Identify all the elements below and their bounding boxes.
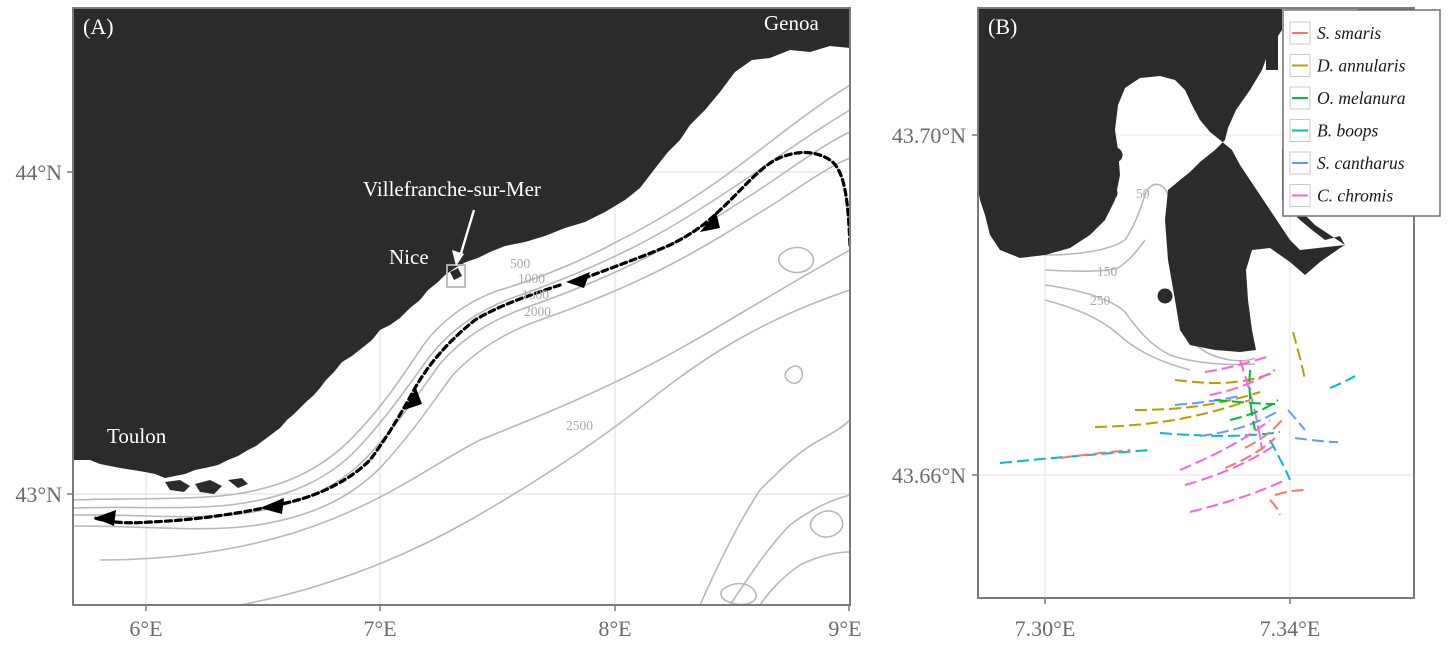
track-s-smaris	[1244, 419, 1283, 449]
panel-b-axis-ticks	[972, 134, 1291, 604]
isobath-label-2500: 2500	[566, 418, 593, 433]
route-arrow	[260, 498, 284, 514]
place-label-villefranche: Villefranche-sur-Mer	[363, 177, 541, 201]
track-s-cantharus	[1287, 409, 1306, 431]
route-arrow	[566, 272, 590, 288]
panel-a-x-tick: 9°E	[828, 616, 861, 641]
legend-label: S. cantharus	[1317, 153, 1405, 173]
site-marker	[1157, 288, 1173, 304]
track-s-smaris	[1269, 499, 1281, 516]
track-c-chromis	[1189, 479, 1286, 513]
panel-a-land	[73, 8, 850, 478]
track-b-boops	[1329, 375, 1356, 389]
isobath-label-50: 50	[1136, 186, 1150, 201]
panel-b-legend: S. smaris D. annularis O. melanura B. boops…	[1282, 9, 1441, 217]
track-c-chromis	[1204, 355, 1271, 373]
panel-a-x-tick: 6°E	[129, 616, 162, 641]
track-c-chromis	[1209, 369, 1276, 396]
isobath-label-250: 250	[1090, 293, 1111, 308]
track-b-boops	[999, 449, 1151, 464]
isobath-label-500: 500	[510, 256, 531, 271]
place-label-toulon: Toulon	[107, 424, 167, 448]
panel-a-route	[93, 150, 850, 525]
panel-a-x-tick: 8°E	[598, 616, 631, 641]
place-label-nice: Nice	[389, 245, 429, 269]
site-marker	[1107, 147, 1123, 163]
legend-items: S. smaris D. annularis O. melanura B. boops…	[1289, 21, 1406, 207]
track-o-melanura	[1248, 369, 1256, 431]
panel-a-y-tick: 44°N	[15, 160, 62, 185]
legend-label: O. melanura	[1317, 88, 1406, 108]
track-s-smaris	[1059, 449, 1131, 459]
legend-label: B. boops	[1317, 121, 1378, 141]
villefranche-pointer	[457, 209, 476, 261]
legend-label: S. smaris	[1317, 23, 1381, 43]
isobath-label-2000: 2000	[524, 304, 551, 319]
panel-b-tracks	[999, 331, 1356, 516]
panel-a-axis-ticks	[67, 171, 850, 611]
panel-b-x-tick: 7.34°E	[1260, 616, 1321, 641]
panel-a-islands	[165, 268, 462, 494]
panel-a-map: 500 1000 1500 2000 2500 Genoa Nice Ville…	[15, 7, 862, 641]
panel-a-label: (A)	[83, 14, 114, 39]
legend-label: C. chromis	[1317, 186, 1393, 206]
legend-label: D. annularis	[1316, 56, 1406, 76]
panel-b-map: 50 150 250	[892, 7, 1441, 641]
site-marker	[1102, 185, 1118, 201]
isobath-label-1500: 1500	[522, 287, 549, 302]
track-s-cantharus	[1199, 409, 1281, 437]
track-d-annularis	[1094, 399, 1251, 428]
track-b-boops	[1269, 439, 1291, 481]
track-d-annularis	[1134, 391, 1261, 411]
track-s-cantharus	[1294, 437, 1339, 443]
track-s-smaris	[1224, 437, 1276, 469]
route-arrow	[700, 212, 720, 232]
panel-b-land	[978, 8, 1414, 352]
track-s-smaris	[1274, 489, 1306, 496]
panel-a-isobaths	[73, 84, 850, 605]
track-d-annularis	[1292, 331, 1306, 381]
isobath-label-1000: 1000	[518, 271, 545, 286]
track-c-chromis	[1179, 419, 1271, 471]
track-c-chromis	[1239, 359, 1263, 451]
panel-a-y-tick: 43°N	[15, 482, 62, 507]
panel-a-frame	[72, 7, 851, 606]
place-label-genoa: Genoa	[764, 11, 819, 35]
panel-b-sites	[1102, 147, 1173, 304]
track-o-melanura	[1214, 399, 1276, 405]
track-o-melanura	[1229, 399, 1279, 421]
panel-b-y-tick: 43.70°N	[892, 123, 966, 148]
panel-b-label: (B)	[988, 14, 1017, 39]
panel-a-x-tick: 7°E	[363, 616, 396, 641]
panel-a-route-arrows	[94, 212, 720, 526]
isobath-label-150: 150	[1097, 264, 1118, 279]
panel-b-frame	[977, 7, 1415, 599]
track-s-cantharus	[1174, 395, 1241, 406]
track-c-chromis	[1184, 444, 1276, 486]
panel-b-y-tick: 43.66°N	[892, 463, 966, 488]
panel-b-x-tick: 7.30°E	[1015, 616, 1076, 641]
route-arrow	[94, 510, 116, 526]
villefranche-pointer-head	[452, 250, 464, 266]
route-arrow	[404, 388, 422, 410]
